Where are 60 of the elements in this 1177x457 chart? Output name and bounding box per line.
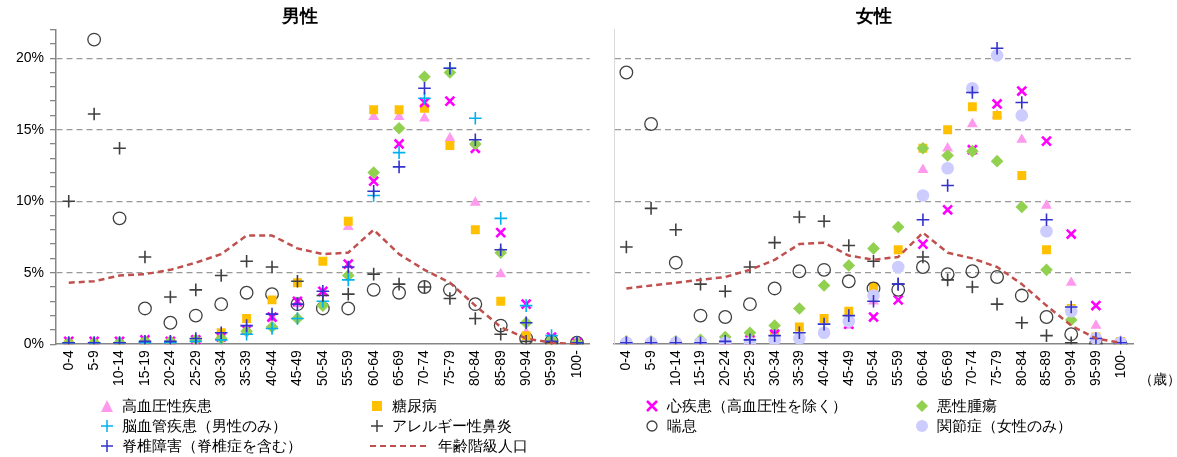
y-tick-label: 15% — [15, 120, 45, 137]
x-tick-label: 50-54 — [864, 349, 881, 387]
x-tick-label: 90-94 — [517, 349, 533, 387]
y-tick-label: 5% — [23, 263, 45, 280]
x-tick-label: 45-49 — [839, 349, 856, 387]
x-tick-label: 25-29 — [740, 349, 757, 387]
x-tick-label: 5-9 — [641, 349, 658, 371]
legend-label: 喘息 — [667, 416, 697, 436]
legend-label: アレルギー性鼻炎 — [392, 416, 512, 436]
x-tick-label: 0-4 — [617, 349, 634, 371]
x-tick-label: 60-64 — [913, 349, 930, 387]
x-tick-label: 85-89 — [1037, 349, 1054, 387]
x-tick-label: 75-79 — [440, 349, 457, 387]
x-tick-label: 15-19 — [135, 349, 152, 387]
x-tick-label: 40-44 — [814, 349, 831, 387]
x-tick-label: 5-9 — [85, 349, 101, 371]
legend-label: 高血圧性疾患 — [122, 396, 212, 416]
x-tick-label: 55-59 — [889, 349, 906, 387]
chart-title: 男性 — [281, 5, 318, 26]
x-axis-title: （歳） — [1139, 371, 1177, 388]
legend-label: 悪性腫瘍 — [937, 396, 997, 416]
x-tick-label: 30-34 — [765, 349, 782, 387]
x-tick-label: 10-14 — [110, 349, 127, 387]
x-tick-label: 40-44 — [262, 349, 279, 387]
legend-label: 糖尿病 — [392, 396, 437, 416]
x-tick-label: 20-24 — [161, 349, 178, 387]
x-tick-label: 80-84 — [466, 349, 483, 387]
x-tick-label: 45-49 — [288, 349, 305, 387]
y-tick-label: 0% — [23, 335, 45, 352]
x-tick-label: 90-94 — [1062, 349, 1079, 387]
legend-label: 脳血管疾患（男性のみ） — [122, 416, 287, 436]
x-tick-label: 60-64 — [364, 349, 381, 387]
x-tick-label: 70-74 — [415, 349, 432, 387]
y-tick-label: 20% — [15, 49, 45, 66]
x-tick-label: 10-14 — [666, 349, 683, 387]
x-tick-label: 100- — [567, 349, 584, 379]
x-tick-label: 95-99 — [542, 349, 559, 387]
x-tick-label: 0-4 — [59, 349, 76, 371]
chart-title: 女性 — [854, 5, 892, 26]
x-tick-label: 85-89 — [491, 349, 508, 387]
legend-label: 脊椎障害（脊椎症を含む） — [122, 436, 302, 456]
y-tick-label: 10% — [15, 192, 45, 209]
legend-label: 関節症（女性のみ） — [937, 416, 1072, 436]
x-tick-label: 35-39 — [790, 349, 807, 387]
x-tick-label: 80-84 — [1012, 349, 1029, 387]
x-tick-label: 15-19 — [691, 349, 708, 387]
legend-label: 心疾患（高血圧性を除く） — [667, 396, 847, 416]
x-tick-label: 65-69 — [938, 349, 955, 387]
x-tick-label: 70-74 — [963, 349, 980, 387]
x-tick-label: 65-69 — [389, 349, 406, 387]
x-tick-label: 95-99 — [1086, 349, 1103, 387]
x-tick-label: 30-34 — [212, 349, 229, 387]
x-tick-label: 35-39 — [237, 349, 254, 387]
legend-label: 年齢階級人口 — [438, 436, 528, 456]
x-tick-label: 75-79 — [987, 349, 1004, 387]
x-tick-label: 50-54 — [313, 349, 330, 387]
x-tick-label: 25-29 — [186, 349, 203, 387]
x-tick-label: 55-59 — [339, 349, 356, 387]
x-tick-label: 20-24 — [716, 349, 733, 387]
x-tick-label: 100- — [1111, 349, 1128, 379]
